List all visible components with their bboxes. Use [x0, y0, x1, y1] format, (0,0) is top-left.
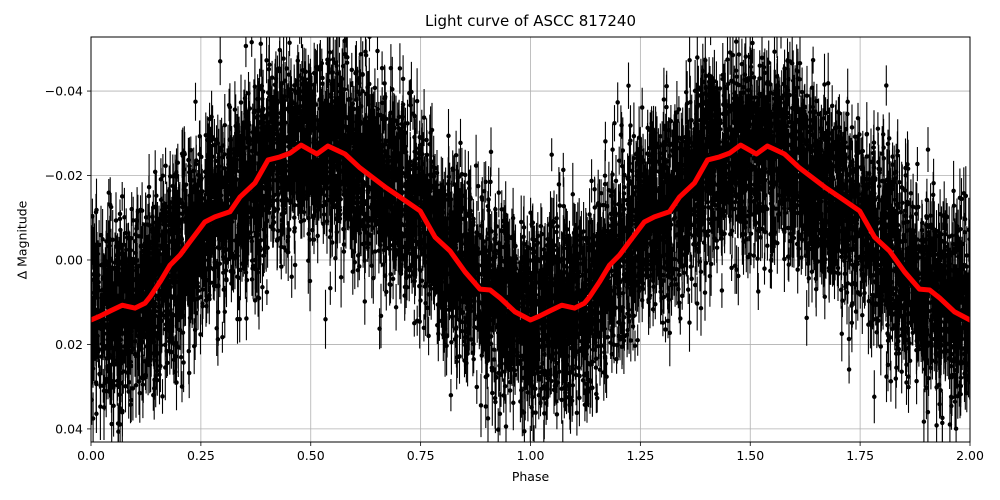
x-tick-label: 0.50: [297, 448, 325, 463]
x-tick-label: 1.25: [626, 448, 654, 463]
chart-title: Light curve of ASCC 817240: [425, 12, 636, 30]
x-tick-label: 1.75: [846, 448, 874, 463]
y-axis-ticks: −0.04 −0.02 0.00 0.02 0.04: [45, 84, 91, 436]
y-tick-label: −0.02: [45, 168, 83, 183]
x-tick-label: 0.75: [407, 448, 435, 463]
x-tick-label: 1.00: [517, 448, 545, 463]
observation-points: [91, 37, 970, 442]
x-axis-ticks: 0.00 0.25 0.50 0.75 1.00 1.25 1.50 1.75 2.00: [77, 442, 984, 463]
x-tick-label: 2.00: [956, 448, 984, 463]
x-tick-label: 0.00: [77, 448, 105, 463]
y-tick-label: 0.02: [55, 337, 83, 352]
x-axis-label: Phase: [511, 469, 550, 484]
y-tick-label: −0.04: [45, 84, 83, 99]
x-tick-label: 1.50: [736, 448, 764, 463]
x-tick-label: 0.25: [187, 448, 215, 463]
y-tick-label: 0.00: [55, 252, 83, 267]
binned-curve-line: [91, 142, 970, 323]
y-tick-label: 0.04: [55, 421, 83, 436]
